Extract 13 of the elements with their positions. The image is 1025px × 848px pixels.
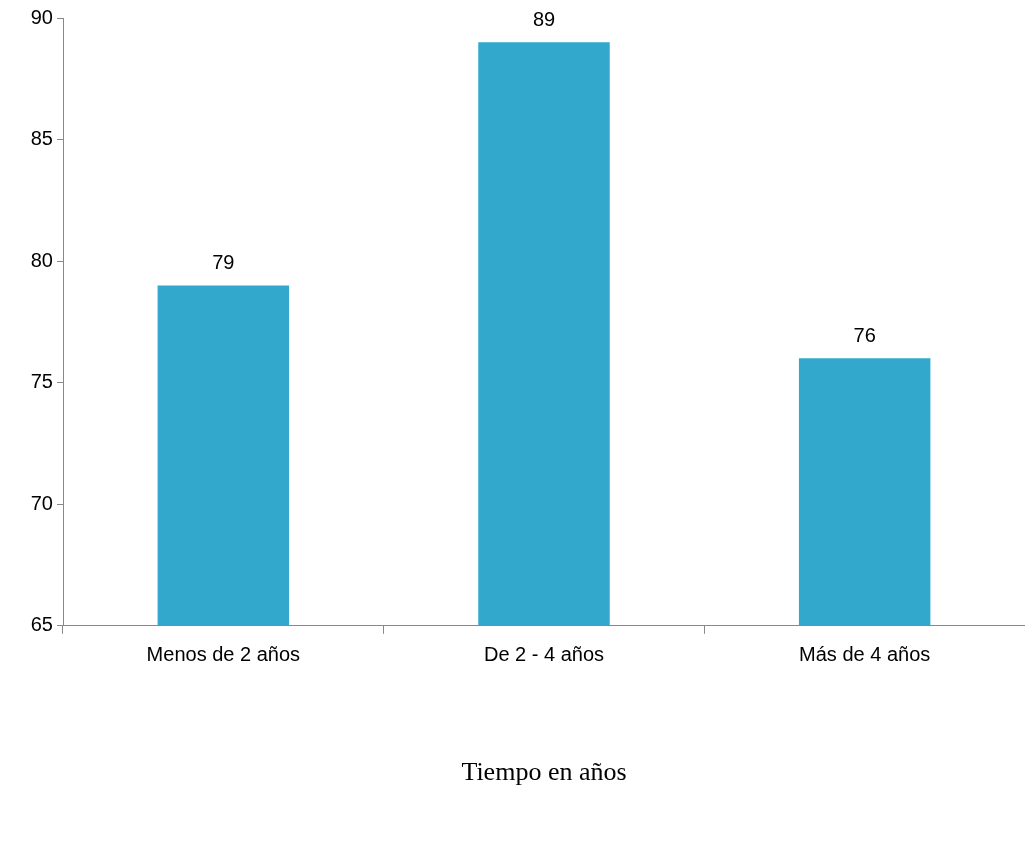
x-tick-label: Más de 4 años [799,643,931,666]
data-label: 89 [532,7,556,30]
y-tick-label: 90 [30,5,53,28]
y-tick-label: 80 [30,248,53,271]
y-tick-label: 75 [30,370,53,393]
y-tick-label: 65 [30,613,53,636]
y-tick-label: 85 [30,127,53,150]
x-axis-title: Tiempo en años [461,757,627,787]
data-label: 79 [212,250,235,273]
x-tick-label: Menos de 2 años [146,643,301,666]
data-label: 76 [853,323,876,346]
x-tick-label: De 2 - 4 años [483,643,605,666]
y-tick-label: 70 [30,491,53,514]
